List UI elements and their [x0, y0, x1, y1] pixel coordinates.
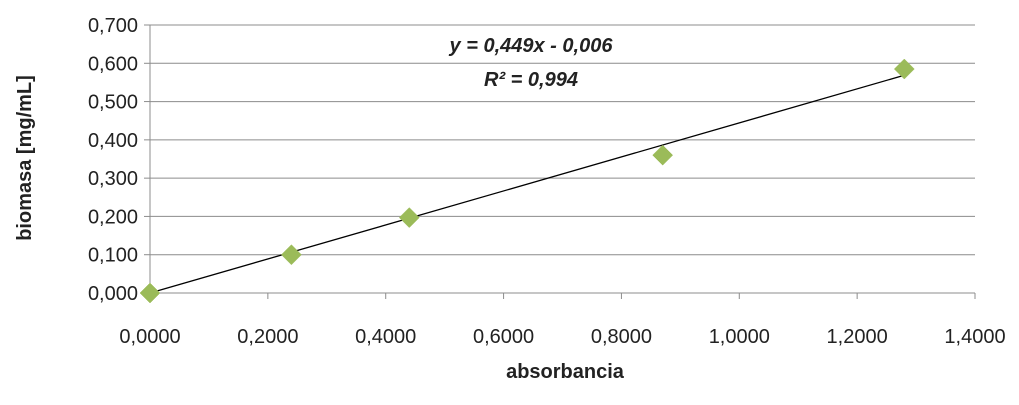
data-points — [139, 58, 915, 304]
x-tick-labels: 0,0000 0,2000 0,4000 0,6000 0,8000 1,0000 1,20… — [119, 326, 1005, 348]
y-tick-label: 0,500 — [88, 92, 138, 114]
data-point-marker — [398, 207, 420, 228]
x-axis-title: absorbancia — [506, 361, 625, 383]
grid — [150, 24, 975, 256]
y-tick-label: 0,300 — [88, 168, 138, 190]
x-tick-label: 0,4000 — [355, 326, 416, 348]
trendline — [149, 74, 905, 294]
data-point-marker — [652, 144, 674, 166]
y-axis-title: biomasa [mg/mL] — [14, 75, 36, 241]
x-tick-label: 0,0000 — [119, 326, 180, 348]
axes — [144, 24, 976, 299]
y-tick-labels: 0,000 0,100 0,200 0,300 0,400 0,500 0,600 0,700 — [88, 15, 138, 305]
y-tick-label: 0,600 — [88, 53, 138, 75]
data-point-marker — [139, 282, 161, 304]
y-tick-label: 0,100 — [88, 245, 138, 267]
trendline-equation: y = 0,449x - 0,006 — [449, 35, 614, 57]
x-tick-label: 0,8000 — [591, 326, 652, 348]
y-tick-label: 0,000 — [88, 283, 138, 305]
y-tick-label: 0,200 — [88, 206, 138, 228]
data-point-marker — [281, 244, 302, 266]
x-tick-label: 1,4000 — [944, 326, 1005, 348]
x-tick-label: 1,2000 — [827, 326, 888, 348]
trendline-r-squared: R² = 0,994 — [484, 69, 578, 91]
x-tick-label: 0,2000 — [237, 326, 298, 348]
y-tick-label: 0,700 — [88, 15, 138, 37]
data-point-marker — [893, 58, 915, 80]
trendline-group — [149, 74, 905, 294]
y-tick-label: 0,400 — [88, 130, 138, 152]
x-tick-label: 0,6000 — [473, 326, 534, 348]
x-tick-label: 1,0000 — [709, 326, 770, 348]
